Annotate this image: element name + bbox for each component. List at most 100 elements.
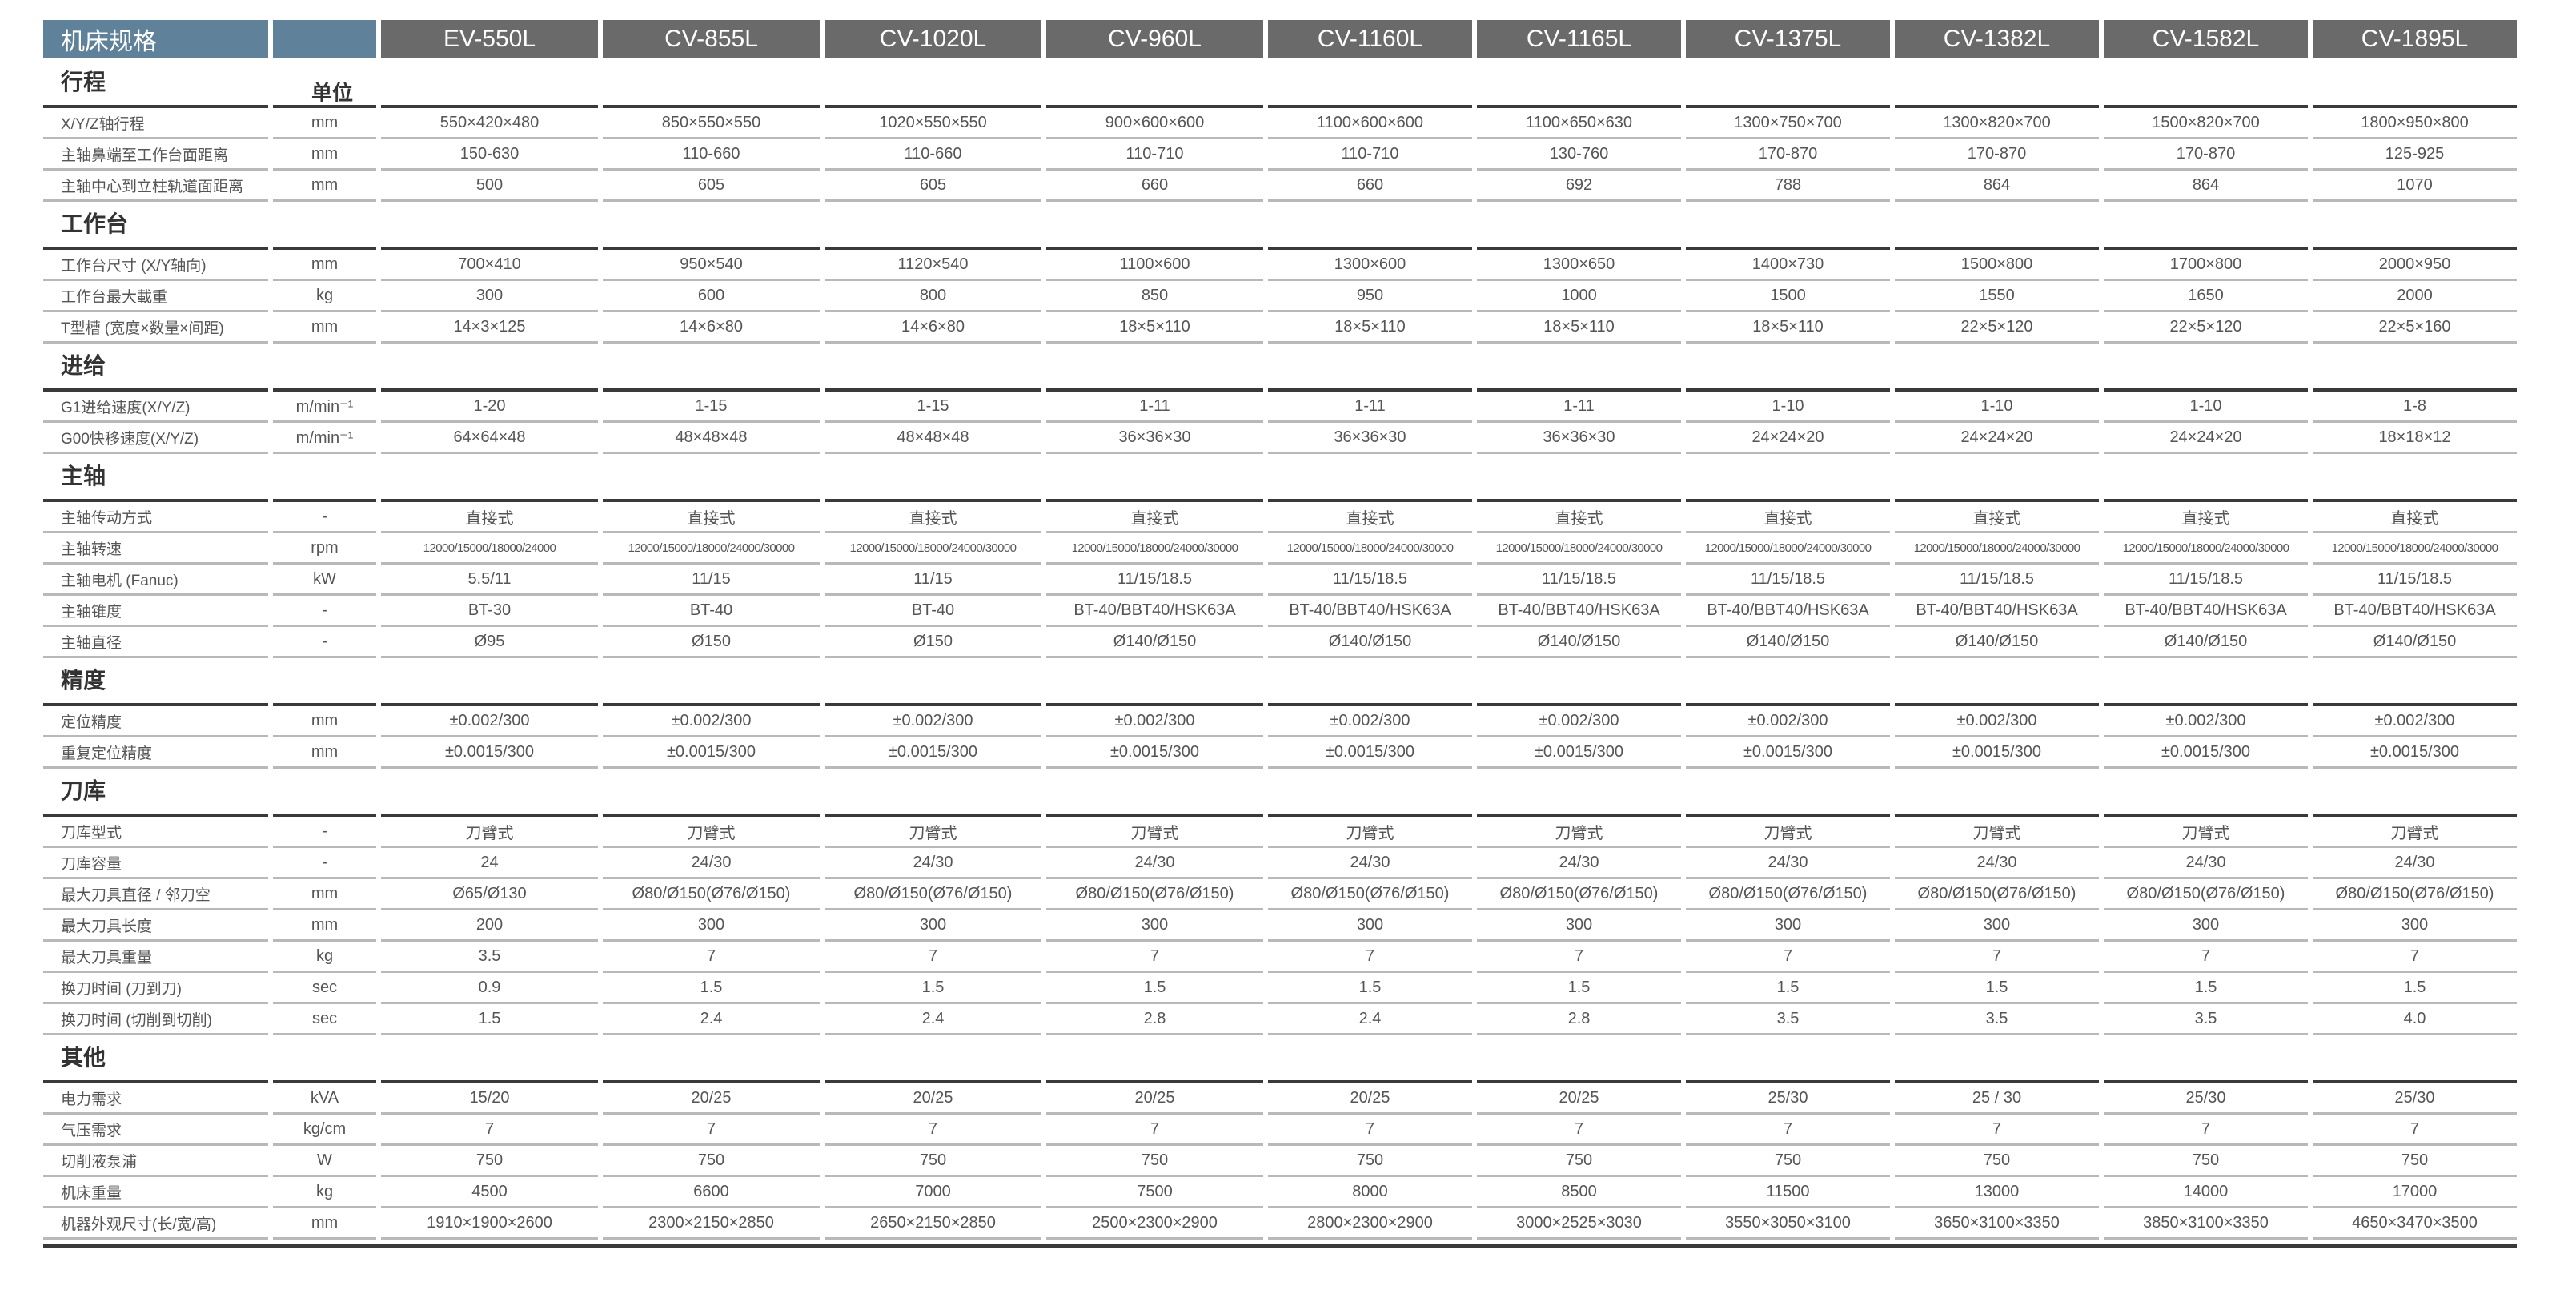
section-title: 工作台 <box>61 211 129 236</box>
section-header: 工作台 <box>43 202 2517 250</box>
cell-value: 11/15/18.5 <box>1895 565 2099 596</box>
row-unit: rpm <box>273 533 376 565</box>
cell-value: 24/30 <box>2104 848 2308 879</box>
row-unit: kg <box>273 1177 376 1208</box>
table-row: 主轴转速 rpm 12000/15000/18000/24000 12000/1500… <box>43 533 2517 565</box>
row-label: 刀库容量 <box>43 848 268 879</box>
cell-value: 300 <box>381 281 598 312</box>
section-rule-cell <box>603 58 820 108</box>
section-rule-cell <box>381 769 598 817</box>
cell-value: 直接式 <box>825 502 1041 533</box>
row-unit: - <box>273 848 376 879</box>
cell-value: ±0.0015/300 <box>2313 737 2517 769</box>
cell-value: 1500×820×700 <box>2104 108 2308 139</box>
table-row: 电力需求 kVA 15/20 20/25 20/25 20/25 20/25 20/25 25/… <box>43 1083 2517 1115</box>
cell-value: 3850×3100×3350 <box>2104 1208 2308 1240</box>
table-row: 气压需求 kg/cm 7 7 7 7 7 7 7 7 7 7 <box>43 1115 2517 1146</box>
cell-value: ±0.002/300 <box>825 706 1041 737</box>
cell-value: 3.5 <box>1686 1004 1890 1035</box>
section-rule-cell <box>825 202 1041 250</box>
cell-value: 3.5 <box>381 942 598 973</box>
section-title: 其他 <box>61 1045 106 1070</box>
table-row: 工作台最大載重 kg 300 600 800 850 950 1000 1500 1550 1650… <box>43 281 2517 312</box>
cell-value: BT-40/BBT40/HSK63A <box>1268 596 1472 627</box>
cell-value: 36×36×30 <box>1046 423 1263 454</box>
row-unit: kg <box>273 281 376 312</box>
cell-value: 1.5 <box>825 973 1041 1004</box>
header-model: CV-1375L <box>1686 20 1890 58</box>
section-header: 精度 <box>43 658 2517 706</box>
cell-value: 550×420×480 <box>381 108 598 139</box>
cell-value: 刀臂式 <box>381 817 598 848</box>
table-row: 刀库型式 - 刀臂式 刀臂式 刀臂式 刀臂式 刀臂式 刀臂式 刀臂式 刀臂式 刀臂式 刀臂式 <box>43 817 2517 848</box>
row-label: 主轴锥度 <box>43 596 268 627</box>
cell-value: 1.5 <box>2104 973 2308 1004</box>
cell-value: 7 <box>825 942 1041 973</box>
cell-value: 1-11 <box>1477 392 1681 423</box>
cell-value: Ø80/Ø150(Ø76/Ø150) <box>1046 879 1263 910</box>
cell-value: 22×5×120 <box>1895 312 2099 344</box>
cell-value: 18×5×110 <box>1477 312 1681 344</box>
section-title-cell: 精度 <box>43 658 268 706</box>
cell-value: 600 <box>603 281 820 312</box>
cell-value: 110-710 <box>1046 139 1263 171</box>
cell-value: 2.8 <box>1046 1004 1263 1035</box>
cell-value: 864 <box>1895 171 2099 202</box>
cell-value: 25/30 <box>2104 1083 2308 1115</box>
cell-value: 18×18×12 <box>2313 423 2517 454</box>
cell-value: 2800×2300×2900 <box>1268 1208 1472 1240</box>
section-unit-cell <box>273 658 376 706</box>
cell-value: 2650×2150×2850 <box>825 1208 1041 1240</box>
cell-value: 750 <box>603 1146 820 1177</box>
section-header: 进给 <box>43 344 2517 392</box>
cell-value: 8500 <box>1477 1177 1681 1208</box>
cell-value: 刀臂式 <box>603 817 820 848</box>
row-label: 最大刀具直径 / 邻刀空 <box>43 879 268 910</box>
cell-value: 直接式 <box>1686 502 1890 533</box>
row-unit: m/min⁻¹ <box>273 392 376 423</box>
cell-value: 2.4 <box>825 1004 1041 1035</box>
section-unit-cell <box>273 202 376 250</box>
section-rule-cell <box>825 658 1041 706</box>
cell-value: 20/25 <box>1046 1083 1263 1115</box>
section-rule-cell <box>381 202 598 250</box>
table-row: 机器外观尺寸(长/宽/高) mm 1910×1900×2600 2300×2150×2… <box>43 1208 2517 1240</box>
cell-value: 7500 <box>1046 1177 1263 1208</box>
cell-value: 1-10 <box>2104 392 2308 423</box>
cell-value: 24/30 <box>2313 848 2517 879</box>
cell-value: 刀臂式 <box>2313 817 2517 848</box>
cell-value: 2000×950 <box>2313 250 2517 281</box>
cell-value: 1-15 <box>603 392 820 423</box>
cell-value: 1-8 <box>2313 392 2517 423</box>
section-rule-cell <box>603 658 820 706</box>
cell-value: ±0.002/300 <box>1686 706 1890 737</box>
cell-value: 7 <box>2313 1115 2517 1146</box>
table-row: 主轴直径 - Ø95 Ø150 Ø150 Ø140/Ø150 Ø140/Ø150 Ø140/Ø… <box>43 627 2517 658</box>
section-rule-cell <box>2104 344 2308 392</box>
row-label: 切削液泵浦 <box>43 1146 268 1177</box>
row-unit: kVA <box>273 1083 376 1115</box>
cell-value: ±0.002/300 <box>2313 706 2517 737</box>
cell-value: 5.5/11 <box>381 565 598 596</box>
cell-value: 24/30 <box>1686 848 1890 879</box>
cell-value: 950×540 <box>603 250 820 281</box>
section-title: 进给 <box>61 353 106 378</box>
row-label: 主轴传动方式 <box>43 502 268 533</box>
cell-value: 24×24×20 <box>1895 423 2099 454</box>
cell-value: 110-710 <box>1268 139 1472 171</box>
cell-value: 48×48×48 <box>603 423 820 454</box>
table-row: 最大刀具重量 kg 3.5 7 7 7 7 7 7 7 7 7 <box>43 942 2517 973</box>
section-rule-cell <box>1686 1035 1890 1083</box>
header-model: CV-1165L <box>1477 20 1681 58</box>
cell-value: 直接式 <box>1268 502 1472 533</box>
section-rule-cell <box>1268 344 1472 392</box>
cell-value: ±0.002/300 <box>603 706 820 737</box>
cell-value: 64×64×48 <box>381 423 598 454</box>
cell-value: 22×5×160 <box>2313 312 2517 344</box>
row-label: 换刀时间 (切削到切削) <box>43 1004 268 1035</box>
row-label: X/Y/Z轴行程 <box>43 108 268 139</box>
section-rule-cell <box>1686 769 1890 817</box>
row-unit: - <box>273 596 376 627</box>
section-rule-cell <box>1477 58 1681 108</box>
cell-value: 1.5 <box>1477 973 1681 1004</box>
